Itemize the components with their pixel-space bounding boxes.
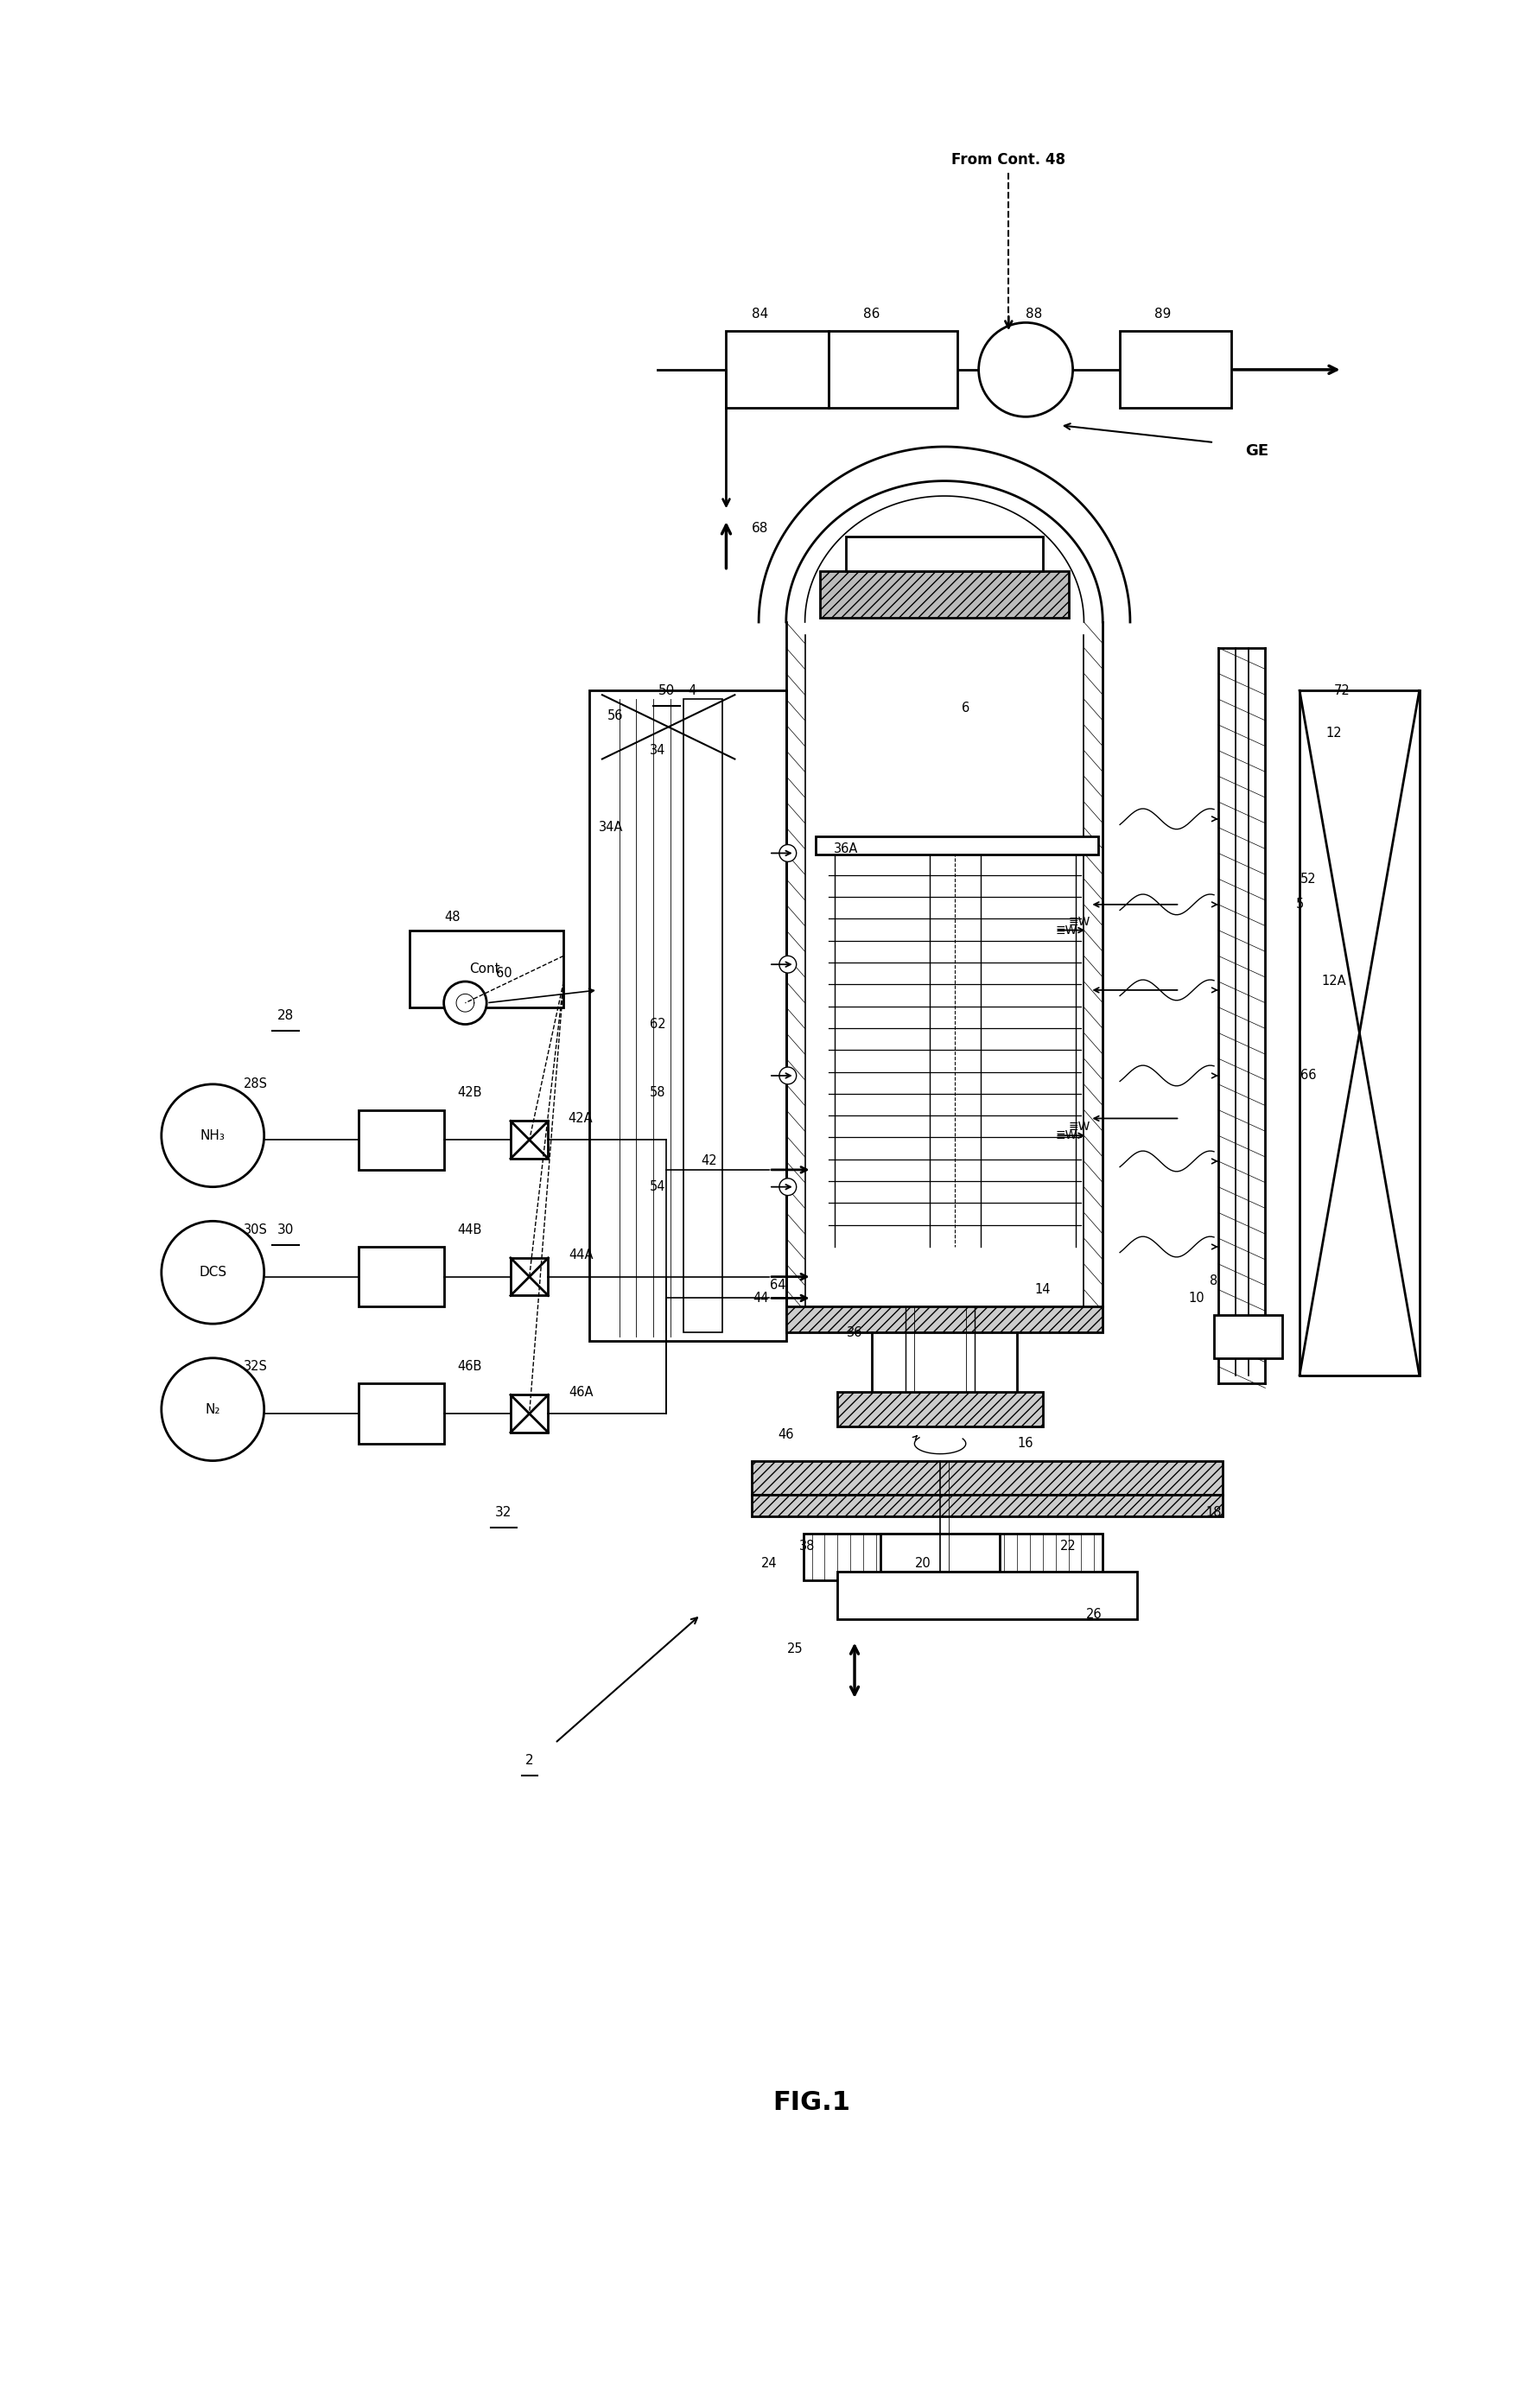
Circle shape	[978, 323, 1074, 417]
Text: 30S: 30S	[243, 1223, 268, 1235]
Text: 22: 22	[1060, 1539, 1077, 1553]
Bar	[358, 1247, 444, 1308]
Circle shape	[161, 1084, 265, 1187]
Bar	[358, 1110, 444, 1170]
Text: 12A: 12A	[1321, 975, 1346, 987]
Text: 28: 28	[277, 1009, 294, 1023]
Text: 36A: 36A	[834, 843, 858, 855]
Text: 64: 64	[769, 1279, 786, 1291]
Text: ≣W: ≣W	[1055, 925, 1078, 937]
Bar	[409, 929, 563, 1007]
Text: N₂: N₂	[205, 1404, 220, 1416]
Text: 32: 32	[495, 1505, 512, 1519]
Text: 56: 56	[608, 710, 623, 722]
Bar	[358, 1385, 444, 1445]
Text: 60: 60	[495, 966, 512, 980]
Circle shape	[780, 845, 797, 862]
Bar	[511, 1122, 548, 1158]
Text: 16: 16	[1018, 1438, 1034, 1450]
Bar	[683, 698, 721, 1332]
Text: 54: 54	[649, 1180, 666, 1194]
Bar	[726, 332, 829, 409]
Text: From Cont. 48: From Cont. 48	[952, 152, 1066, 169]
Text: 38: 38	[800, 1539, 815, 1553]
Bar	[1300, 691, 1420, 1375]
Text: 44A: 44A	[569, 1250, 594, 1262]
Text: 2: 2	[526, 1753, 534, 1767]
Text: 42B: 42B	[457, 1086, 481, 1098]
Text: FIG.1: FIG.1	[774, 2090, 851, 2114]
Text: 26: 26	[1086, 1609, 1103, 1621]
Text: 58: 58	[649, 1086, 666, 1098]
Bar	[880, 1534, 1000, 1572]
Circle shape	[444, 982, 486, 1023]
Circle shape	[780, 1067, 797, 1084]
Bar	[589, 691, 786, 1341]
Text: 5: 5	[1295, 898, 1304, 910]
Bar	[838, 1392, 1043, 1426]
Text: 62: 62	[649, 1019, 666, 1031]
Bar	[803, 1534, 1103, 1580]
Circle shape	[780, 1178, 797, 1194]
Bar	[1213, 1315, 1283, 1358]
Text: 14: 14	[1035, 1283, 1050, 1296]
Text: 89: 89	[1154, 308, 1170, 320]
Bar	[838, 1572, 1137, 1618]
Text: ≣W: ≣W	[1069, 1122, 1090, 1134]
Text: 42: 42	[701, 1156, 717, 1168]
Text: 12: 12	[1326, 727, 1341, 739]
Text: 88: 88	[1026, 308, 1043, 320]
Text: 28S: 28S	[243, 1079, 268, 1091]
Text: 4: 4	[687, 684, 697, 696]
Text: 34A: 34A	[598, 821, 623, 833]
Bar	[786, 1308, 1103, 1332]
Bar	[752, 1462, 1223, 1495]
Text: 8: 8	[1210, 1274, 1218, 1288]
Text: 44: 44	[752, 1291, 769, 1305]
Text: 66: 66	[1300, 1069, 1317, 1081]
Text: 25: 25	[786, 1642, 803, 1654]
Text: 32S: 32S	[243, 1361, 268, 1373]
Text: 50: 50	[658, 684, 675, 696]
Text: 72: 72	[1335, 684, 1350, 696]
Text: 10: 10	[1189, 1291, 1204, 1305]
Bar	[820, 571, 1069, 619]
Text: 46: 46	[778, 1428, 794, 1442]
Text: 18: 18	[1206, 1505, 1223, 1519]
Text: 30: 30	[277, 1223, 294, 1235]
Text: 52: 52	[1300, 872, 1317, 886]
Bar	[752, 1495, 1223, 1517]
Text: 36: 36	[846, 1327, 863, 1339]
Text: DCS: DCS	[198, 1267, 226, 1279]
Text: 34: 34	[651, 744, 666, 756]
Bar	[829, 332, 957, 409]
Circle shape	[161, 1221, 265, 1324]
Text: 46A: 46A	[569, 1385, 594, 1399]
Text: 48: 48	[444, 910, 460, 925]
Bar	[511, 1394, 548, 1433]
Text: ≣W: ≣W	[1069, 915, 1090, 927]
Text: ≣W: ≣W	[1055, 1129, 1078, 1141]
Bar	[846, 537, 1043, 571]
Text: 44B: 44B	[457, 1223, 481, 1235]
Text: 46B: 46B	[457, 1361, 481, 1373]
Text: NH₃: NH₃	[200, 1129, 225, 1141]
Bar	[817, 836, 1098, 855]
Text: 84: 84	[752, 308, 769, 320]
Text: 42A: 42A	[569, 1112, 594, 1125]
Bar	[603, 696, 735, 1336]
Text: 6: 6	[961, 701, 970, 715]
Text: 24: 24	[761, 1558, 777, 1570]
Text: 86: 86	[863, 308, 880, 320]
Circle shape	[780, 956, 797, 973]
Circle shape	[161, 1358, 265, 1462]
Text: Cont.: Cont.	[469, 963, 504, 975]
Text: 68: 68	[752, 523, 769, 535]
Text: GE: GE	[1246, 443, 1269, 460]
Bar	[1120, 332, 1230, 409]
Text: 20: 20	[915, 1558, 930, 1570]
Bar	[511, 1257, 548, 1296]
